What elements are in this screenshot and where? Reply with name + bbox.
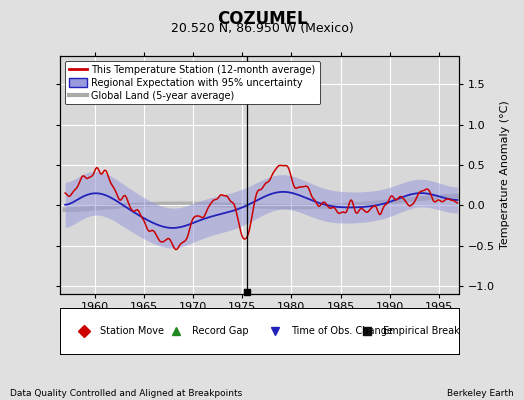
Text: 20.520 N, 86.950 W (Mexico): 20.520 N, 86.950 W (Mexico) — [171, 22, 353, 35]
Text: Empirical Break: Empirical Break — [383, 326, 460, 336]
Text: Station Move: Station Move — [100, 326, 164, 336]
Text: Time of Obs. Change: Time of Obs. Change — [291, 326, 393, 336]
Text: Berkeley Earth: Berkeley Earth — [447, 389, 514, 398]
Text: COZUMEL: COZUMEL — [217, 10, 307, 28]
Y-axis label: Temperature Anomaly (°C): Temperature Anomaly (°C) — [500, 101, 510, 249]
Legend: This Temperature Station (12-month average), Regional Expectation with 95% uncer: This Temperature Station (12-month avera… — [65, 61, 320, 104]
Text: Data Quality Controlled and Aligned at Breakpoints: Data Quality Controlled and Aligned at B… — [10, 389, 243, 398]
Text: Record Gap: Record Gap — [192, 326, 248, 336]
